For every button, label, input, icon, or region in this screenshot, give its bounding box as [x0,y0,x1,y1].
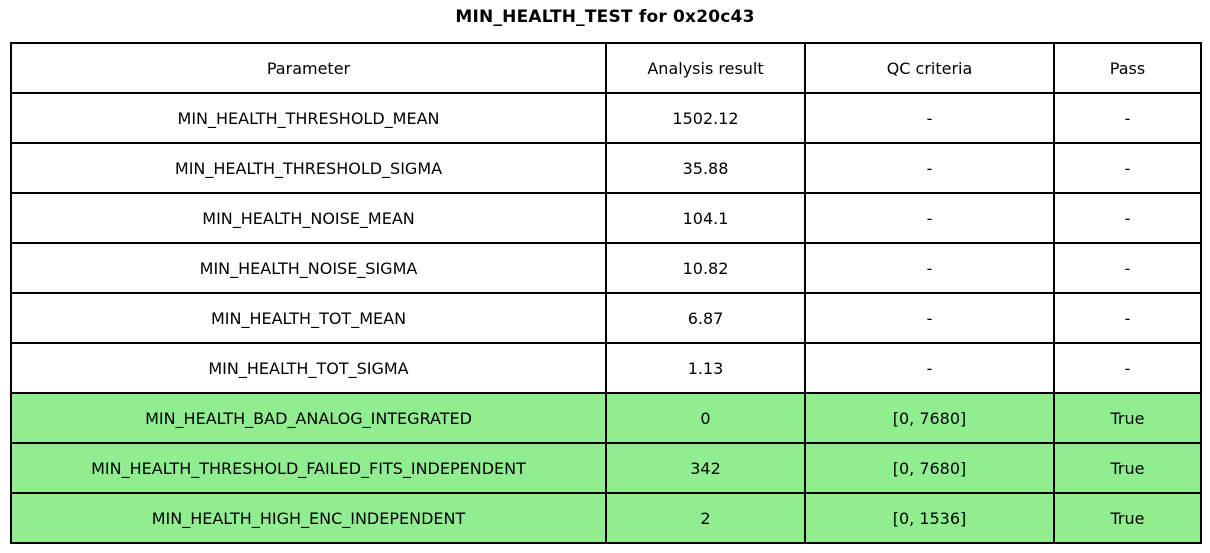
cell-qc-criteria: [0, 1536] [804,492,1055,544]
cell-parameter: MIN_HEALTH_NOISE_MEAN [10,192,607,244]
cell-pass: - [1053,142,1202,194]
cell-qc-criteria: [0, 7680] [804,442,1055,494]
cell-qc-criteria: [0, 7680] [804,392,1055,444]
qc-results-table: Parameter Analysis result QC criteria Pa… [10,42,1202,544]
cell-qc-criteria: - [804,292,1055,344]
table-row: MIN_HEALTH_NOISE_MEAN 104.1 - - [10,192,1202,244]
cell-pass: - [1053,292,1202,344]
table-row: MIN_HEALTH_NOISE_SIGMA 10.82 - - [10,242,1202,294]
cell-parameter: MIN_HEALTH_NOISE_SIGMA [10,242,607,294]
cell-pass: - [1053,242,1202,294]
page-title: MIN_HEALTH_TEST for 0x20c43 [455,7,755,27]
cell-pass: True [1053,392,1202,444]
table-row-pass: MIN_HEALTH_THRESHOLD_FAILED_FITS_INDEPEN… [10,442,1202,494]
cell-pass: True [1053,492,1202,544]
cell-pass: - [1053,192,1202,244]
cell-parameter: MIN_HEALTH_BAD_ANALOG_INTEGRATED [10,392,607,444]
cell-qc-criteria: - [804,142,1055,194]
table-row: MIN_HEALTH_TOT_MEAN 6.87 - - [10,292,1202,344]
cell-analysis-result: 104.1 [605,192,806,244]
cell-parameter: MIN_HEALTH_THRESHOLD_FAILED_FITS_INDEPEN… [10,442,607,494]
cell-parameter: MIN_HEALTH_HIGH_ENC_INDEPENDENT [10,492,607,544]
table-row-pass: MIN_HEALTH_HIGH_ENC_INDEPENDENT 2 [0, 15… [10,492,1202,544]
table-header-row: Parameter Analysis result QC criteria Pa… [10,42,1202,94]
cell-analysis-result: 10.82 [605,242,806,294]
cell-qc-criteria: - [804,192,1055,244]
cell-parameter: MIN_HEALTH_TOT_SIGMA [10,342,607,394]
table-row-pass: MIN_HEALTH_BAD_ANALOG_INTEGRATED 0 [0, 7… [10,392,1202,444]
column-header-qc-criteria: QC criteria [804,42,1055,94]
cell-analysis-result: 342 [605,442,806,494]
cell-pass: - [1053,342,1202,394]
cell-analysis-result: 0 [605,392,806,444]
cell-analysis-result: 1.13 [605,342,806,394]
cell-qc-criteria: - [804,342,1055,394]
cell-analysis-result: 6.87 [605,292,806,344]
column-header-parameter: Parameter [10,42,607,94]
cell-analysis-result: 35.88 [605,142,806,194]
cell-pass: - [1053,92,1202,144]
cell-parameter: MIN_HEALTH_THRESHOLD_SIGMA [10,142,607,194]
cell-parameter: MIN_HEALTH_TOT_MEAN [10,292,607,344]
cell-parameter: MIN_HEALTH_THRESHOLD_MEAN [10,92,607,144]
cell-analysis-result: 1502.12 [605,92,806,144]
column-header-pass: Pass [1053,42,1202,94]
cell-analysis-result: 2 [605,492,806,544]
table-row: MIN_HEALTH_TOT_SIGMA 1.13 - - [10,342,1202,394]
cell-pass: True [1053,442,1202,494]
cell-qc-criteria: - [804,92,1055,144]
table-row: MIN_HEALTH_THRESHOLD_SIGMA 35.88 - - [10,142,1202,194]
table-row: MIN_HEALTH_THRESHOLD_MEAN 1502.12 - - [10,92,1202,144]
cell-qc-criteria: - [804,242,1055,294]
column-header-analysis-result: Analysis result [605,42,806,94]
